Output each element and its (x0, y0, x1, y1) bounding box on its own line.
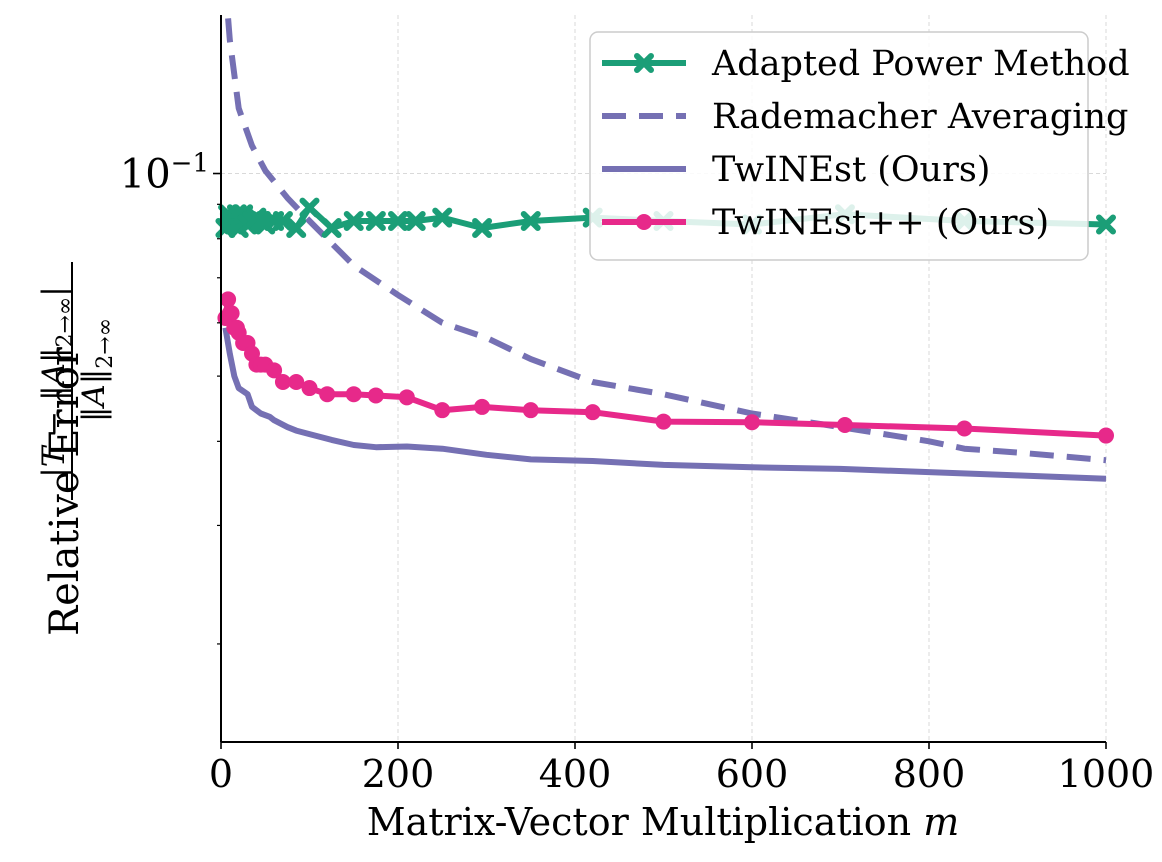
y-axis-label-fraction: |T − ‖A‖2→∞| ‖A‖2→∞ (36, 262, 118, 500)
legend-entry: Rademacher Averaging (602, 97, 1128, 137)
data-point (266, 362, 283, 379)
data-point (472, 217, 493, 238)
legend-marker (634, 53, 654, 73)
data-point (345, 386, 362, 403)
data-point (744, 414, 760, 431)
data-point (398, 389, 415, 406)
data-point (434, 402, 451, 419)
x-axis-label: Matrix-Vector Multiplication m (367, 800, 960, 844)
y-axis-label-text: Relative Error (42, 346, 88, 636)
data-point (405, 211, 426, 232)
legend-label: TwINEst++ (Ours) (712, 203, 1049, 243)
series-rademacher-averaging (225, 18, 1107, 464)
data-point (299, 197, 320, 218)
x-tick-label: 800 (893, 752, 966, 796)
data-point (655, 413, 672, 430)
y-label-numerator: |T − ‖A‖2→∞| (36, 286, 78, 477)
y-label-denominator: ‖A‖2→∞ (76, 318, 118, 422)
data-point (1096, 214, 1116, 235)
y-tick-label: 10−1 (120, 149, 209, 198)
data-point (836, 417, 853, 434)
x-tick-label: 0 (209, 752, 233, 796)
legend-label: TwINEst (Ours) (712, 150, 990, 190)
x-tick-label: 600 (716, 752, 789, 796)
data-point (223, 305, 240, 322)
x-tick-label: 200 (362, 752, 435, 796)
data-point (1098, 427, 1114, 444)
data-point (522, 402, 539, 419)
legend: Adapted Power Method Rademacher Averaging… (589, 31, 1130, 261)
data-point (288, 374, 305, 391)
series-line (222, 327, 1107, 482)
legend-entry: TwINEst (Ours) (602, 150, 990, 190)
x-tick-label: 1000 (1058, 752, 1155, 796)
data-point (388, 211, 408, 232)
series-line (225, 18, 1107, 464)
series-twinest-ours (222, 327, 1107, 482)
data-point (956, 420, 973, 437)
ticks: 0 200 400 600 800 1000 (209, 172, 1155, 796)
series-twinest-ours (217, 291, 1114, 444)
data-point (220, 291, 237, 308)
legend-entry: TwINEst++ (Ours) (602, 203, 1049, 243)
data-point (272, 211, 293, 232)
data-point (432, 207, 453, 228)
axes (220, 15, 1106, 743)
data-point (365, 211, 386, 232)
series-layer (215, 18, 1116, 482)
data-point (301, 380, 318, 397)
legend-marker (636, 214, 652, 230)
data-point (274, 374, 291, 391)
legend-label: Adapted Power Method (711, 44, 1130, 84)
y-axis-label: Relative Error |T − ‖A‖2→∞| ‖A‖2→∞ (36, 262, 118, 636)
legend-box (589, 31, 1089, 261)
legend-label: Rademacher Averaging (712, 97, 1128, 137)
data-point (319, 386, 336, 403)
data-point (520, 211, 541, 232)
data-point (321, 217, 342, 238)
data-point (584, 404, 601, 421)
legend-entry: Adapted Power Method (602, 44, 1130, 84)
x-tick-label: 400 (539, 752, 612, 796)
data-point (367, 387, 384, 404)
data-point (474, 398, 491, 415)
data-point (286, 217, 307, 238)
data-point (343, 211, 364, 232)
